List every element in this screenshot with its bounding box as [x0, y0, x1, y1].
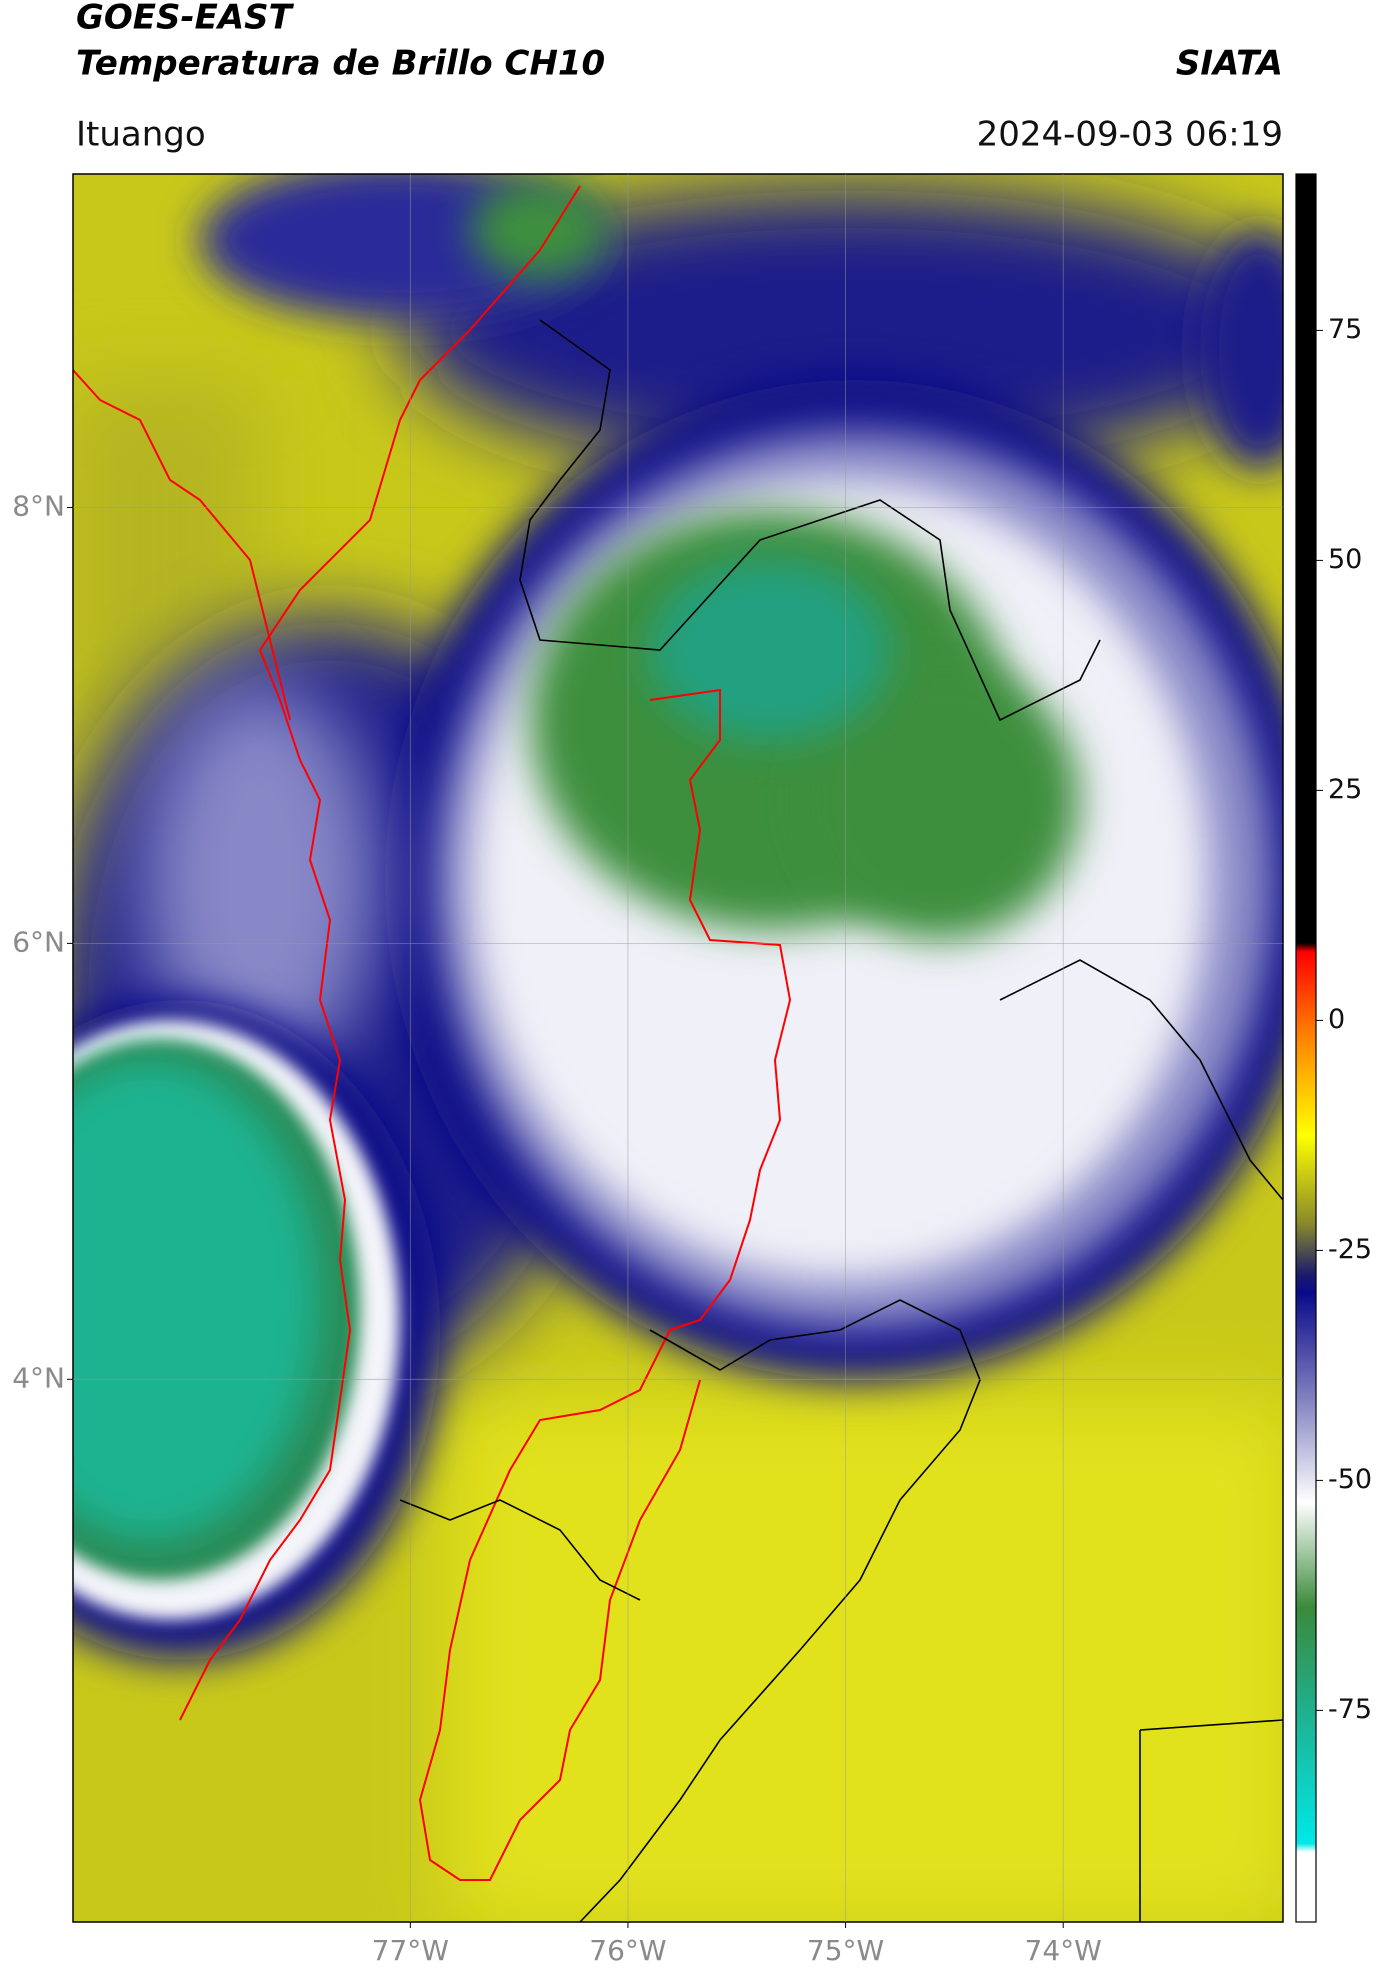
title: GOES-EAST	[76, 0, 295, 38]
colorbar-tick-label: -50	[1328, 1464, 1372, 1495]
colorbar-tick-label: 50	[1328, 544, 1362, 575]
map-frame	[72, 173, 1284, 1923]
colorbar-tick-label: 25	[1328, 774, 1362, 805]
colorbar-tick-label: 0	[1328, 1004, 1345, 1035]
lon-tick-label: 76°W	[589, 1934, 666, 1967]
subtitle: Temperatura de Brillo CH10	[76, 44, 605, 84]
colorbar-tick-label: -25	[1328, 1234, 1372, 1265]
lat-tick-label: 4°N	[12, 1361, 65, 1394]
map-image	[73, 174, 1283, 1922]
colorbar	[1295, 173, 1317, 1923]
location: Ituango	[76, 115, 206, 155]
colorbar-tick-label: 75	[1328, 314, 1362, 345]
colorbar-tick-label: -75	[1328, 1694, 1372, 1725]
lat-tick-label: 6°N	[12, 925, 65, 958]
datetime: 2024-09-03 06:19	[977, 115, 1283, 155]
lon-tick-label: 77°W	[372, 1934, 449, 1967]
lon-tick-label: 74°W	[1025, 1934, 1102, 1967]
lat-tick-label: 8°N	[12, 489, 65, 522]
lon-tick-label: 75°W	[807, 1934, 884, 1967]
source: SIATA	[1176, 44, 1283, 84]
